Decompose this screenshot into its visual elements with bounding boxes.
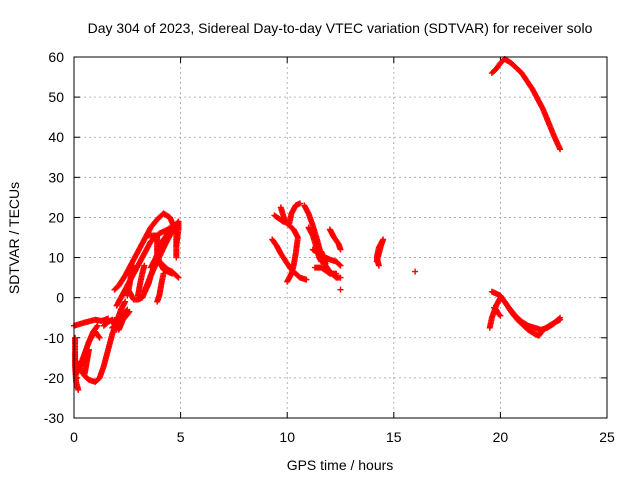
data-point bbox=[412, 268, 419, 275]
axis-ticks: 0 5 10 15 20 25 -30 -20 -10 0 10 20 30 40 50 60 bbox=[44, 49, 615, 445]
y-tick-label: 50 bbox=[48, 89, 64, 105]
data-point bbox=[557, 146, 564, 153]
data-point bbox=[337, 262, 344, 269]
data-point bbox=[96, 334, 103, 341]
data-point bbox=[336, 261, 343, 268]
data-point bbox=[93, 323, 100, 330]
data-point bbox=[333, 270, 340, 277]
data-point bbox=[284, 278, 291, 285]
data-point bbox=[174, 273, 181, 280]
y-tick-label: -10 bbox=[44, 330, 64, 346]
data-point bbox=[175, 274, 182, 281]
y-tick-label: 10 bbox=[48, 250, 64, 266]
data-point bbox=[173, 242, 180, 249]
grid-lines bbox=[74, 57, 607, 418]
data-point bbox=[322, 260, 329, 267]
y-tick-label: 0 bbox=[56, 290, 64, 306]
y-tick-label: 30 bbox=[48, 169, 64, 185]
data-point bbox=[141, 262, 148, 269]
x-tick-label: 20 bbox=[493, 429, 509, 445]
data-point bbox=[85, 346, 92, 353]
x-tick-label: 0 bbox=[70, 429, 78, 445]
y-tick-label: -20 bbox=[44, 370, 64, 386]
data-points bbox=[71, 56, 564, 393]
data-point bbox=[556, 315, 563, 322]
data-point bbox=[75, 386, 82, 393]
y-axis-label: SDTVAR / TECUs bbox=[6, 182, 22, 294]
data-point bbox=[296, 200, 303, 207]
data-point bbox=[122, 298, 129, 305]
x-tick-label: 10 bbox=[279, 429, 295, 445]
x-tick-label: 5 bbox=[177, 429, 185, 445]
y-tick-label: 20 bbox=[48, 209, 64, 225]
data-point bbox=[95, 333, 102, 340]
y-tick-label: -30 bbox=[44, 410, 64, 426]
data-point bbox=[173, 254, 180, 261]
data-point bbox=[337, 246, 344, 253]
data-point bbox=[169, 270, 176, 277]
data-point bbox=[497, 312, 504, 319]
data-point bbox=[160, 270, 167, 277]
plot-frame bbox=[73, 56, 608, 419]
data-point bbox=[303, 276, 310, 283]
data-point bbox=[130, 262, 137, 269]
data-point bbox=[337, 274, 344, 281]
x-axis-label: GPS time / hours bbox=[287, 457, 394, 473]
data-point bbox=[124, 306, 131, 313]
data-point bbox=[152, 260, 159, 267]
data-point bbox=[496, 311, 503, 318]
x-tick-label: 25 bbox=[599, 429, 615, 445]
data-point bbox=[123, 307, 130, 314]
data-point bbox=[375, 262, 382, 269]
data-point bbox=[337, 286, 344, 293]
x-tick-label: 15 bbox=[386, 429, 402, 445]
data-point bbox=[557, 314, 564, 321]
y-tick-label: 40 bbox=[48, 129, 64, 145]
chart-title: Day 304 of 2023, Sidereal Day-to-day VTE… bbox=[88, 20, 593, 36]
y-tick-label: 60 bbox=[48, 49, 64, 65]
data-point bbox=[94, 322, 101, 329]
